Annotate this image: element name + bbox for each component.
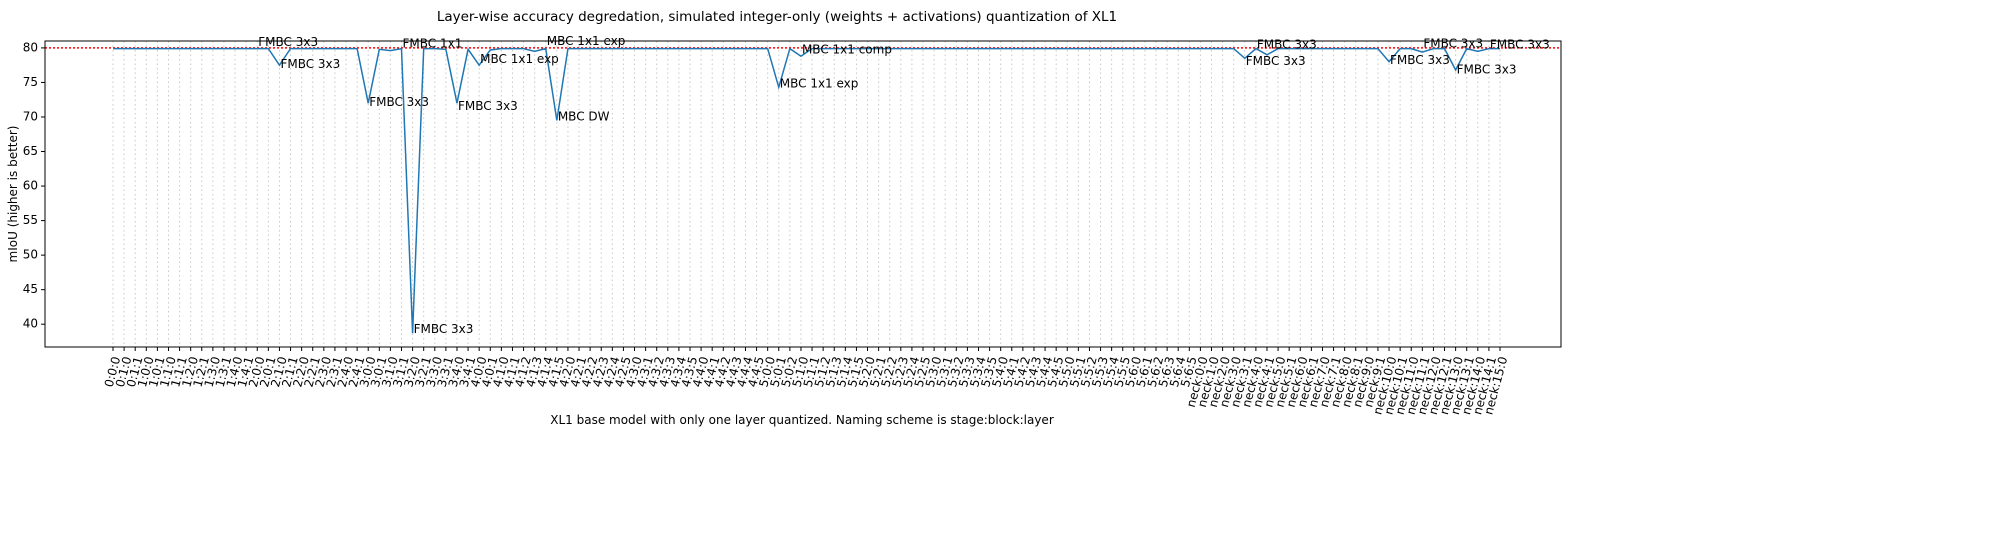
annotation: FMBC 3x3 [1457, 63, 1517, 77]
y-tick-label: 45 [23, 282, 38, 296]
annotation: MBC 1x1 comp [802, 42, 892, 56]
data-line [113, 47, 1500, 334]
y-tick-label: 65 [23, 144, 38, 158]
y-tick-label: 50 [23, 248, 38, 262]
annotation: FMBC 1x1 [402, 36, 462, 50]
annotation: MBC DW [558, 109, 610, 123]
y-tick-label: 75 [23, 75, 38, 89]
plot-frame [44, 40, 1562, 348]
annotation: FMBC 3x3 [1246, 54, 1306, 68]
annotation: FMBC 3x3 [369, 95, 429, 109]
annotation: FMBC 3x3 [458, 99, 518, 113]
annotation: FMBC 3x3 [1490, 38, 1550, 52]
annotation: FMBC 3x3 [258, 35, 318, 49]
annotation: FMBC 3x3 [1257, 38, 1317, 52]
y-tick-label: 55 [23, 213, 38, 227]
y-axis-label: mIoU (higher is better) [6, 126, 20, 263]
y-tick-label: 80 [23, 40, 38, 54]
y-tick-label: 60 [23, 179, 38, 193]
annotation: MBC 1x1 exp [780, 76, 859, 90]
annotation: FMBC 3x3 [280, 57, 340, 71]
annotation: FMBC 3x3 [1390, 53, 1450, 67]
chart-title: Layer-wise accuracy degredation, simulat… [437, 9, 1117, 25]
annotation: MBC 1x1 exp [480, 52, 559, 66]
y-tick-label: 70 [23, 109, 38, 123]
x-axis-label: XL1 base model with only one layer quant… [550, 413, 1054, 427]
annotation: FMBC 3x3 [414, 322, 474, 336]
annotation: FMBC 3x3 [1423, 36, 1483, 50]
y-tick-label: 40 [23, 317, 38, 331]
